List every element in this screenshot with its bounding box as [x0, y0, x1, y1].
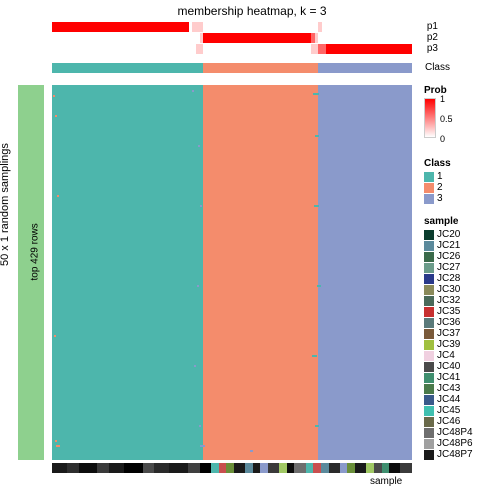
- sample-legend-item: JC26: [424, 251, 473, 262]
- heatmap-noise: [200, 205, 202, 207]
- heatmap-noise: [200, 445, 205, 447]
- bar-label-p1: p1: [427, 21, 438, 32]
- heatmap-column: [203, 85, 318, 460]
- membership-bar-p2: p2: [52, 33, 412, 43]
- heatmap-noise: [198, 145, 200, 147]
- sample-legend-item: JC32: [424, 295, 473, 306]
- sample-legend-item: JC48P4: [424, 427, 473, 438]
- heatmap-noise: [192, 90, 194, 92]
- sample-legend-title: sample: [424, 216, 473, 227]
- class-legend-item: 2: [424, 182, 451, 193]
- sample-legend-item: JC46: [424, 416, 473, 427]
- prob-tick: 1: [440, 94, 445, 104]
- sample-legend-item: JC40: [424, 361, 473, 372]
- class-bar: Class: [52, 63, 412, 73]
- heatmap-column: [318, 85, 412, 460]
- heatmap-noise: [53, 95, 55, 97]
- sample-legend: sampleJC20JC21JC26JC27JC28JC30JC32JC35JC…: [424, 216, 473, 460]
- heatmap-noise: [315, 135, 319, 137]
- prob-gradient: 10.50: [424, 98, 436, 138]
- sample-legend-item: JC41: [424, 372, 473, 383]
- sample-legend-item: JC45: [424, 405, 473, 416]
- heatmap-noise: [199, 425, 201, 427]
- chart-title: membership heatmap, k = 3: [177, 4, 326, 18]
- prob-legend: Prob 10.50: [424, 85, 447, 140]
- class-bar-label: Class: [425, 62, 450, 73]
- top-annotation-rows: p1p2p3 Class: [52, 22, 412, 73]
- sample-bottom-label: sample: [370, 476, 402, 487]
- membership-bar-p3: p3: [52, 44, 412, 54]
- prob-tick: 0: [440, 134, 445, 144]
- sample-legend-item: JC21: [424, 240, 473, 251]
- heatmap-noise: [194, 365, 196, 367]
- sample-legend-item: JC44: [424, 394, 473, 405]
- heatmap-noise: [197, 285, 199, 287]
- sample-bottom-bar: [52, 463, 412, 473]
- sample-legend-item: JC39: [424, 339, 473, 350]
- sample-legend-item: JC36: [424, 317, 473, 328]
- sample-legend-item: JC43: [424, 383, 473, 394]
- sample-legend-item: JC30: [424, 284, 473, 295]
- sample-legend-item: JC27: [424, 262, 473, 273]
- class-legend-title: Class: [424, 158, 451, 169]
- prob-tick: 0.5: [440, 114, 453, 124]
- sample-legend-item: JC48P7: [424, 449, 473, 460]
- bar-label-p3: p3: [427, 43, 438, 54]
- ylabel-outer: 50 x 1 random samplings: [0, 143, 11, 266]
- heatmap-noise: [56, 445, 60, 447]
- heatmap-noise: [57, 195, 59, 197]
- heatmap-noise: [313, 93, 319, 95]
- sample-legend-item: JC35: [424, 306, 473, 317]
- sample-legend-item: JC4: [424, 350, 473, 361]
- heatmap-noise: [250, 450, 253, 452]
- heatmap-noise: [55, 115, 57, 117]
- heatmap-noise: [54, 335, 56, 337]
- bar-label-p2: p2: [427, 32, 438, 43]
- class-legend: Class 123: [424, 158, 451, 204]
- heatmap-noise: [314, 205, 319, 207]
- heatmap-noise: [317, 285, 321, 287]
- sample-legend-item: JC20: [424, 229, 473, 240]
- class-legend-item: 3: [424, 193, 451, 204]
- heatmap-noise: [55, 440, 57, 442]
- class-legend-item: 1: [424, 171, 451, 182]
- sample-legend-item: JC37: [424, 328, 473, 339]
- sample-legend-item: JC28: [424, 273, 473, 284]
- heatmap-noise: [312, 355, 317, 357]
- heatmap-column: [52, 85, 203, 460]
- sample-legend-item: JC48P6: [424, 438, 473, 449]
- ylabel-inner: top 429 rows: [30, 223, 41, 280]
- heatmap-noise: [315, 425, 319, 427]
- membership-bar-p1: p1: [52, 22, 412, 32]
- heatmap-body: [52, 85, 412, 460]
